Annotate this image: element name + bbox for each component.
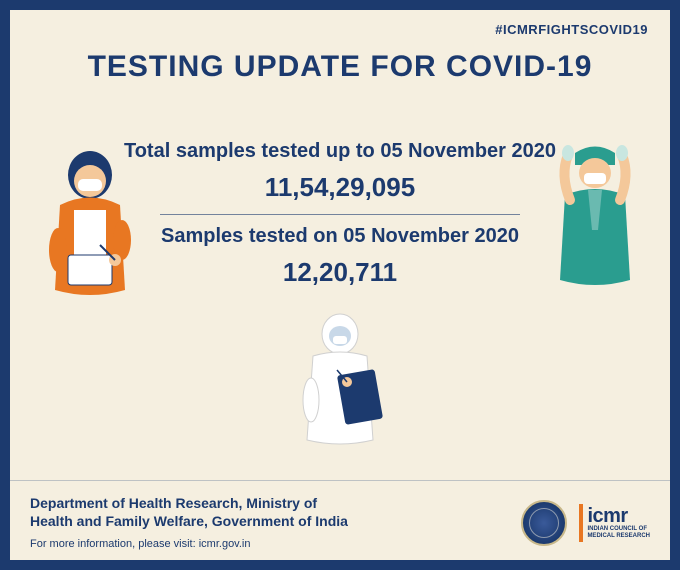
nurse-writing-icon — [30, 145, 150, 315]
divider — [160, 214, 520, 215]
icmr-logo-text: icmr — [587, 506, 627, 526]
department-text: Department of Health Research, Ministry … — [30, 495, 430, 530]
icmr-logo-sub1: INDIAN COUNCIL OF — [587, 526, 647, 533]
dept-line-1: Department of Health Research, Ministry … — [30, 495, 317, 511]
dept-line-2: Health and Family Welfare, Government of… — [30, 513, 348, 529]
logo-group: icmr INDIAN COUNCIL OF MEDICAL RESEARCH — [521, 500, 650, 546]
info-card: #ICMRFIGHTSCOVID19 TESTING UPDATE FOR CO… — [0, 0, 680, 570]
hashtag: #ICMRFIGHTSCOVID19 — [495, 22, 648, 37]
surgeon-icon — [540, 135, 650, 305]
ppe-clipboard-icon — [285, 310, 395, 450]
page-title: TESTING UPDATE FOR COVID-19 — [10, 50, 670, 84]
govt-seal-icon — [521, 500, 567, 546]
icmr-logo-sub2: MEDICAL RESEARCH — [587, 533, 650, 540]
footer: Department of Health Research, Ministry … — [10, 480, 670, 560]
icmr-bar-icon — [579, 504, 583, 542]
icmr-logo: icmr INDIAN COUNCIL OF MEDICAL RESEARCH — [579, 504, 650, 542]
